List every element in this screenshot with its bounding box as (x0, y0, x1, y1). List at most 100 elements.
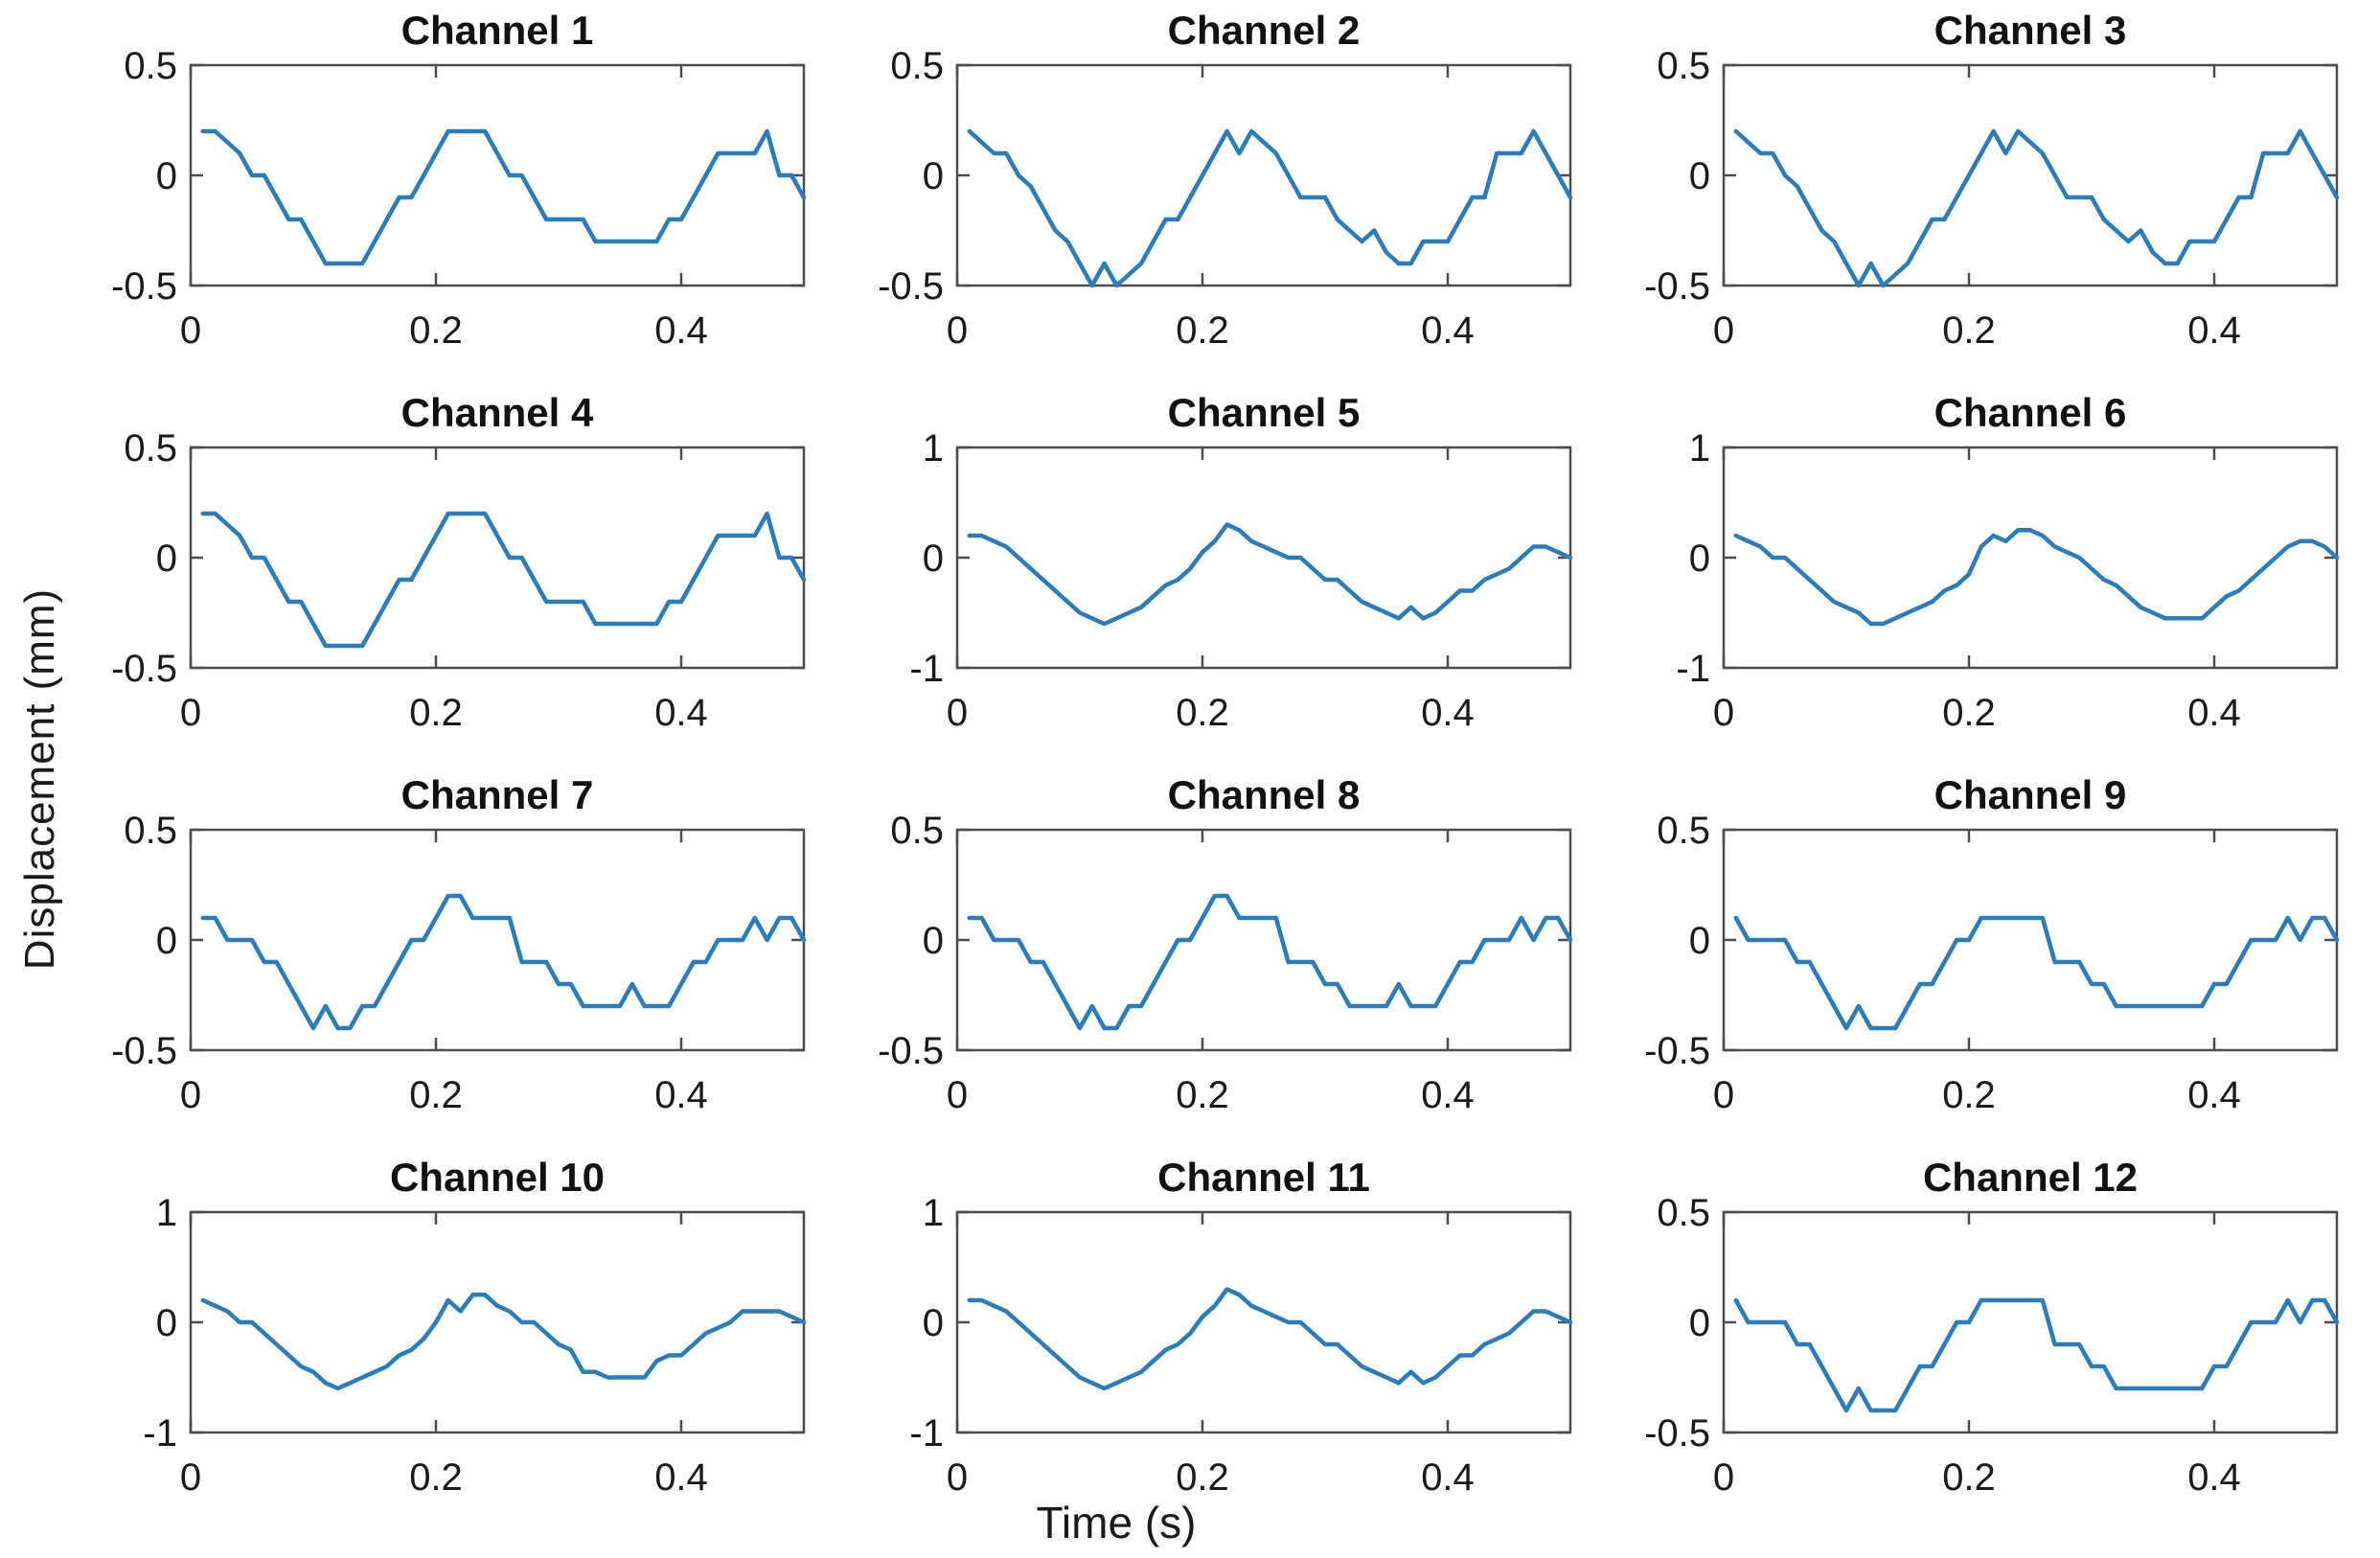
subplot-plot-area: 0 0.2 0.40.50-0.5 (111, 810, 807, 1116)
y-tick-label: -0.5 (878, 1030, 944, 1072)
y-tick-label: -1 (909, 1412, 944, 1455)
subplot-plot-area: 0 0.2 0.40.50-0.5 (111, 45, 807, 352)
waveform-line (1733, 915, 2340, 1031)
x-tick-label: 0.2 (1176, 692, 1229, 734)
x-tick-label: 0 (180, 1074, 201, 1116)
plot-frame (955, 828, 1572, 1052)
x-tick-label: 0.4 (1421, 1074, 1475, 1116)
x-axis-label: Time (s) (1036, 1498, 1197, 1547)
subplot-plot-area: 0 0.2 0.410-1 (143, 1192, 807, 1499)
y-axis-label: Displacement (mm) (16, 587, 64, 971)
subplot-title: Channel 8 (1167, 772, 1361, 817)
y-tick-label: 0.5 (124, 45, 177, 87)
subplot-plot-area: 0 0.2 0.410-1 (909, 427, 1573, 734)
y-tick-label: -0.5 (1644, 1030, 1710, 1072)
subplot-title: Channel 12 (1922, 1155, 2139, 1200)
x-tick-label: 0.2 (409, 309, 463, 352)
waveform-line (1733, 128, 2340, 288)
y-tick-label: 1 (1689, 427, 1710, 470)
subplot-channel-10: Channel 10 0 0.2 0.4 1 0 -1 (80, 1153, 847, 1535)
y-tick-label: 0.5 (1657, 810, 1710, 852)
subplot-title: Channel 6 (1934, 390, 2127, 435)
y-tick-label: 0.5 (890, 810, 944, 852)
y-tick-label: 0 (923, 920, 944, 962)
y-tick-label: -0.5 (1644, 1412, 1710, 1455)
y-axis-label-strip: Displacement (mm) (0, 0, 80, 1558)
y-tick-label: 0 (156, 920, 177, 962)
plot-frame (1722, 1210, 2339, 1434)
subplot-channel-4: Channel 4 0 0.2 0.4 0.5 0 -0.5 (80, 388, 847, 770)
waveform-line (200, 893, 807, 1031)
y-tick-label: 0 (923, 1302, 944, 1344)
subplot-channel-3: Channel 3 0 0.2 0.4 0.5 0 -0.5 (1613, 6, 2380, 388)
x-tick-label: 0.4 (654, 1456, 708, 1499)
x-tick-label: 0.2 (409, 1456, 463, 1499)
subplot-plot-area: 0 0.2 0.40.50-0.5 (1644, 810, 2340, 1116)
x-tick-label: 0.4 (2187, 692, 2241, 734)
x-tick-label: 0.2 (1176, 1074, 1229, 1116)
subplot-channel-2: Channel 2 0 0.2 0.4 0.5 0 -0.5 (847, 6, 1613, 388)
plot-frame (955, 1210, 1572, 1434)
x-tick-label: 0.4 (1421, 309, 1475, 352)
x-tick-label: 0 (1713, 309, 1734, 352)
subplot-channel-6: Channel 6 0 0.2 0.4 1 0 -1 (1613, 388, 2380, 770)
x-tick-label: 0 (180, 1456, 201, 1499)
subplot-plot-area: 0 0.2 0.40.50-0.5 (878, 45, 1573, 352)
subplot-channel-11: Channel 11 0 0.2 0.4 1 0 -1 (847, 1153, 1613, 1535)
subplot-title: Channel 9 (1934, 772, 2127, 817)
y-tick-label: -1 (909, 648, 944, 690)
x-tick-label: 0.2 (1176, 1456, 1229, 1499)
waveform-line (200, 511, 807, 649)
plot-frame (189, 63, 806, 287)
y-tick-label: 0 (1689, 155, 1710, 197)
x-tick-label: 0.2 (409, 692, 463, 734)
subplot-grid: Channel 1 0 0.2 0.4 0.5 0 -0.5 Channel 2 0 0.2… (80, 6, 2380, 1535)
plot-frame (189, 446, 806, 670)
x-tick-label: 0 (180, 309, 201, 352)
subplot-title: Channel 11 (1157, 1155, 1370, 1200)
y-tick-label: 0.5 (1657, 1192, 1710, 1234)
subplot-plot-area: 0 0.2 0.40.50-0.5 (111, 427, 807, 734)
subplot-channel-1: Channel 1 0 0.2 0.4 0.5 0 -0.5 (80, 6, 847, 388)
y-tick-label: 0 (923, 538, 944, 580)
y-tick-label: -0.5 (111, 1030, 177, 1072)
subplot-plot-area: 0 0.2 0.410-1 (1676, 427, 2340, 734)
x-tick-label: 0 (947, 309, 968, 352)
subplot-channel-7: Channel 7 0 0.2 0.4 0.5 0 -0.5 (80, 770, 847, 1153)
y-tick-label: -1 (1676, 648, 1710, 690)
plot-frame (955, 446, 1572, 670)
subplot-title: Channel 3 (1934, 8, 2127, 53)
waveform-line (200, 128, 807, 266)
y-tick-label: 0.5 (124, 810, 177, 852)
x-tick-label: 0.2 (1942, 1074, 1996, 1116)
plot-frame (1722, 63, 2339, 287)
x-tick-label: 0.2 (1942, 1456, 1996, 1499)
waveform-line (200, 1293, 807, 1391)
x-tick-label: 0.4 (2187, 309, 2241, 352)
waveform-line (967, 128, 1573, 288)
waveform-line (967, 522, 1573, 627)
x-tick-label: 0.2 (1176, 309, 1229, 352)
y-tick-label: 0 (1689, 920, 1710, 962)
x-tick-label: 0.4 (654, 309, 708, 352)
y-tick-label: 0 (156, 155, 177, 197)
plot-frame (1722, 828, 2339, 1052)
plot-frame (189, 1210, 806, 1434)
y-tick-label: 0.5 (890, 45, 944, 87)
y-tick-label: -0.5 (1644, 265, 1710, 308)
subplot-channel-5: Channel 5 0 0.2 0.4 1 0 -1 (847, 388, 1613, 770)
y-tick-label: 0 (156, 1302, 177, 1344)
x-tick-label: 0.4 (654, 692, 708, 734)
subplot-title: Channel 2 (1167, 8, 1361, 53)
waveform-line (1733, 528, 2340, 627)
y-tick-label: 0.5 (124, 427, 177, 470)
waveform-line (967, 893, 1573, 1031)
y-tick-label: 0 (1689, 1302, 1710, 1344)
x-tick-label: 0.4 (1421, 1456, 1475, 1499)
waveform-line (967, 1287, 1573, 1391)
plot-frame (189, 828, 806, 1052)
y-tick-label: -0.5 (111, 648, 177, 690)
y-tick-label: -0.5 (878, 265, 944, 308)
x-tick-label: 0.4 (2187, 1074, 2241, 1116)
